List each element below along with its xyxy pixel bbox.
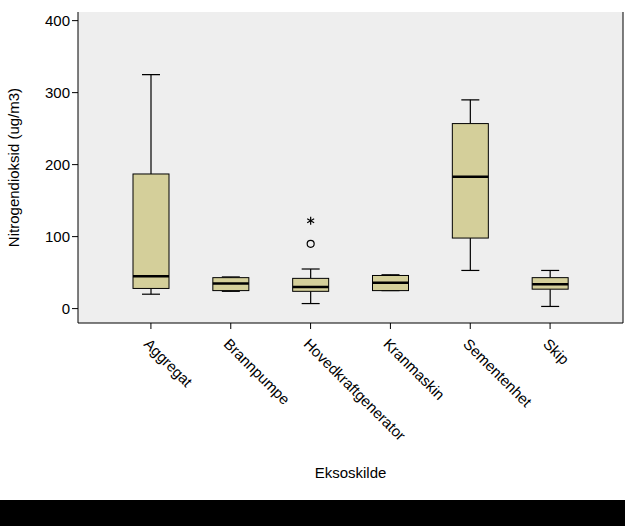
- svg-text:Hovedkraftgenerator: Hovedkraftgenerator: [300, 335, 410, 444]
- svg-text:Nitrogendioksid (ug/m3): Nitrogendioksid (ug/m3): [8, 88, 22, 247]
- svg-text:Kranmaskin: Kranmaskin: [380, 335, 448, 403]
- svg-text:100: 100: [45, 228, 70, 245]
- svg-text:Brannpumpe: Brannpumpe: [221, 335, 294, 408]
- svg-text:Skip: Skip: [540, 335, 573, 368]
- svg-text:200: 200: [45, 156, 70, 173]
- svg-text:0: 0: [62, 300, 70, 317]
- svg-text:Sementenhet: Sementenhet: [460, 335, 536, 411]
- svg-text:Aggregat: Aggregat: [141, 335, 197, 391]
- svg-text:300: 300: [45, 84, 70, 101]
- svg-text:Eksoskilde: Eksoskilde: [315, 464, 387, 481]
- svg-text:400: 400: [45, 12, 70, 29]
